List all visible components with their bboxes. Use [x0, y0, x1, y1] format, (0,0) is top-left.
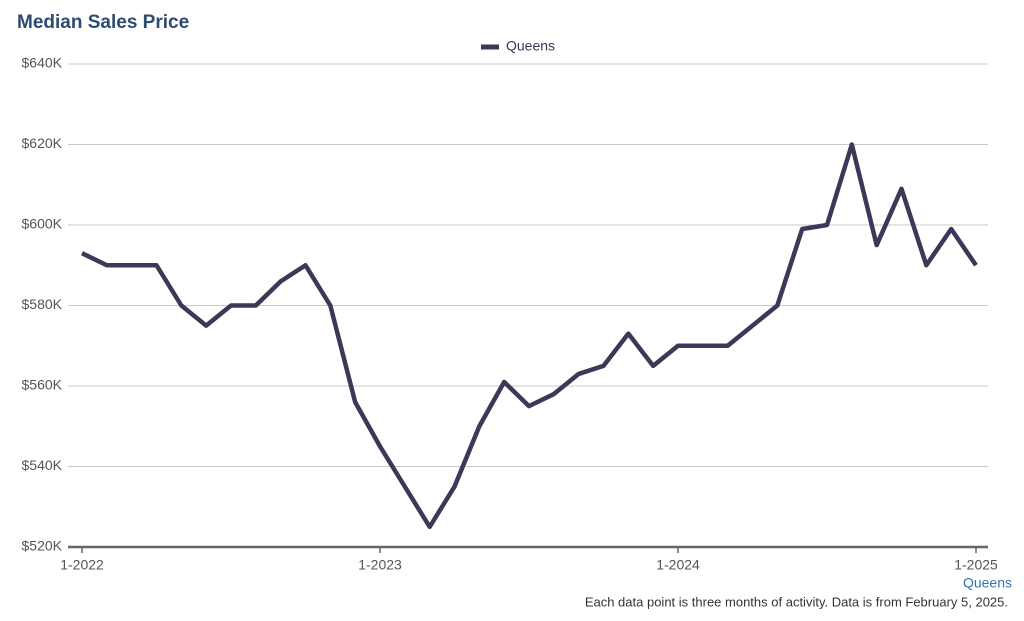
y-tick-label: $620K — [22, 135, 63, 151]
x-tick-label: 1-2022 — [60, 557, 104, 573]
footnote: Each data point is three months of activ… — [585, 594, 1008, 609]
y-tick-label: $520K — [22, 538, 63, 554]
y-tick-label: $580K — [22, 296, 63, 312]
x-tick-label: 1-2025 — [954, 557, 998, 573]
x-tick-label: 1-2024 — [656, 557, 700, 573]
x-axis-title: Queens — [963, 575, 1012, 591]
line-series — [81, 142, 978, 530]
y-tick-label: $600K — [22, 216, 63, 232]
y-tick-label: $640K — [22, 55, 63, 71]
legend-label: Queens — [506, 38, 555, 54]
y-tick-label: $540K — [22, 457, 63, 473]
x-tick-label: 1-2023 — [358, 557, 402, 573]
y-tick-label: $560K — [22, 377, 63, 393]
chart-title: Median Sales Price — [17, 12, 189, 33]
